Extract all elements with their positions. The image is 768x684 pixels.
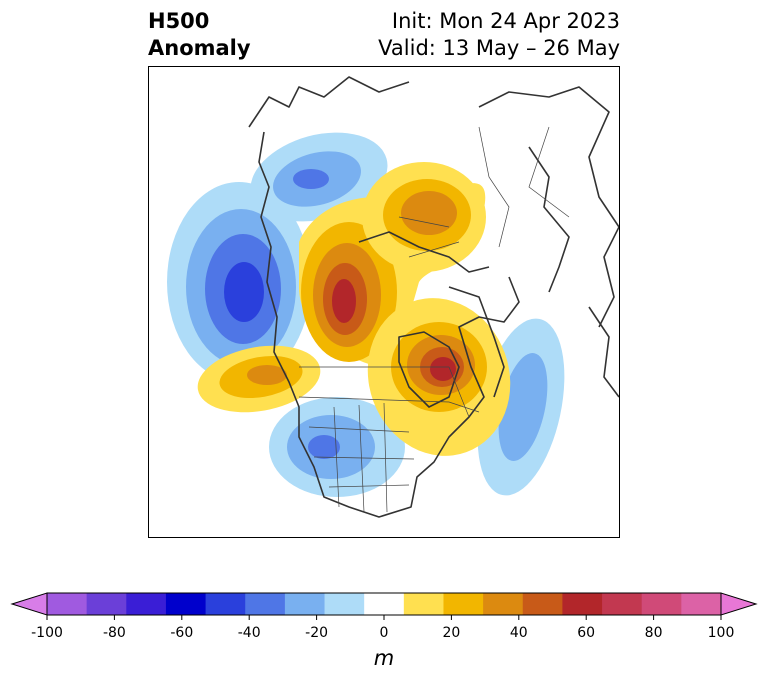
title-variable: H500	[148, 9, 210, 33]
negative-anomaly-western-us	[269, 397, 405, 497]
colorbar-tick-label: -60	[170, 625, 194, 641]
colorbar	[10, 592, 758, 620]
colorbar-cell	[364, 593, 405, 615]
political-borders	[298, 126, 570, 513]
forecast-dates: Init: Mon 24 Apr 2023 Valid: 13 May – 26…	[378, 8, 620, 62]
colorbar-extend-min	[10, 592, 48, 616]
colorbar-cell	[403, 593, 444, 615]
colorbar-cell	[602, 593, 643, 615]
coastlines	[248, 76, 619, 518]
colorbar-cell	[562, 593, 603, 615]
negative-anomaly-gulf-of-alaska	[167, 182, 311, 382]
positive-anomaly-arctic-canada	[299, 183, 486, 367]
colorbar-cell	[443, 593, 484, 615]
positive-anomaly-siberia	[362, 162, 486, 272]
map-title: H500 Anomaly	[148, 8, 251, 62]
colorbar-cell	[245, 593, 286, 615]
colorbar-cell	[681, 593, 722, 615]
colorbar-cell	[47, 593, 88, 615]
colorbar-cell	[324, 593, 365, 615]
colorbar-cell	[641, 593, 682, 615]
colorbar-extend-max	[720, 592, 758, 616]
colorbar-tick-label: 80	[644, 625, 663, 641]
colorbar-tick-label: -80	[102, 625, 126, 641]
map-canvas	[167, 76, 619, 518]
anomaly-map	[148, 66, 620, 538]
colorbar-tick-label: -40	[237, 625, 261, 641]
colorbar-cell	[126, 593, 167, 615]
colorbar-cell	[284, 593, 326, 615]
colorbar-tick-label: -100	[31, 625, 63, 641]
colorbar-tick-label: 20	[442, 625, 461, 641]
init-date: Init: Mon 24 Apr 2023	[391, 9, 620, 33]
colorbar-tick-label: 60	[577, 625, 596, 641]
colorbar-tick-label: 40	[509, 625, 528, 641]
colorbar-tick-label: -20	[305, 625, 329, 641]
colorbar-cell	[86, 593, 127, 615]
colorbar-cell	[483, 593, 524, 615]
colorbar-cell	[522, 593, 563, 615]
title-field-type: Anomaly	[148, 36, 251, 60]
colorbar-tick-label: 0	[379, 625, 389, 641]
negative-anomaly-bering	[250, 132, 388, 222]
colorbar-tick-label: 100	[707, 625, 735, 641]
colorbar-cell	[165, 593, 207, 615]
colorbar-cell	[205, 593, 246, 615]
colorbar-unit-label: m	[373, 646, 395, 670]
valid-date-range: Valid: 13 May – 26 May	[378, 36, 620, 60]
